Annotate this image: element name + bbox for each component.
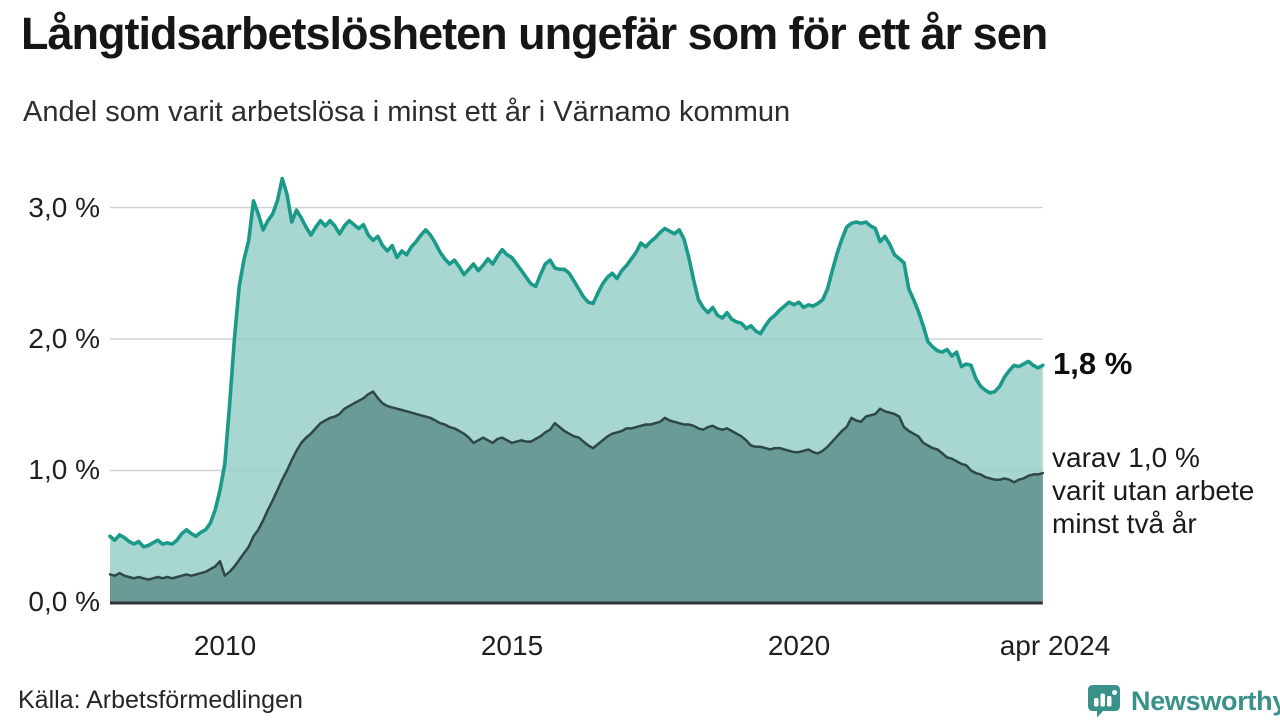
y-axis-tick-2: 2,0 % (28, 323, 100, 354)
x-axis-tick-apr-2024: apr 2024 (999, 630, 1111, 661)
secondary-annotation-line1: varav 1,0 % (1052, 442, 1200, 473)
brand-name: Newsworthy (1131, 685, 1280, 716)
source-credit: Källa: Arbetsförmedlingen (18, 686, 303, 714)
x-axis-tick-2015: 2015 (480, 630, 544, 661)
series1-line (108, 176, 1045, 549)
y-axis-tick-1: 1,0 % (28, 454, 100, 485)
x-axis-tick-2020: 2020 (767, 630, 831, 661)
secondary-annotation-line2: varit utan arbete (1052, 475, 1255, 506)
latest-value-label: 1,8 % (1053, 346, 1133, 381)
gridlines (110, 206, 1043, 472)
secondary-annotation-line3: minst två år (1052, 508, 1197, 539)
y-axis-tick-0: 0,0 % (28, 586, 100, 617)
newsworthy-icon (1088, 685, 1120, 718)
chart-subtitle: Andel som varit arbetslösa i minst ett å… (23, 96, 791, 128)
series2-line (108, 390, 1045, 581)
x-axis-tick-2010: 2010 (193, 630, 257, 661)
page-title: Långtidsarbetslösheten ungefär som för e… (21, 8, 1048, 59)
brand-logo: Newsworthy (1086, 683, 1280, 719)
series2-area-fill (110, 391, 1043, 602)
y-axis-tick-3: 3,0 % (28, 192, 100, 223)
series1-area-fill (110, 178, 1043, 602)
secondary-annotation: varav 1,0 % varit utan arbete minst två … (1052, 441, 1254, 540)
